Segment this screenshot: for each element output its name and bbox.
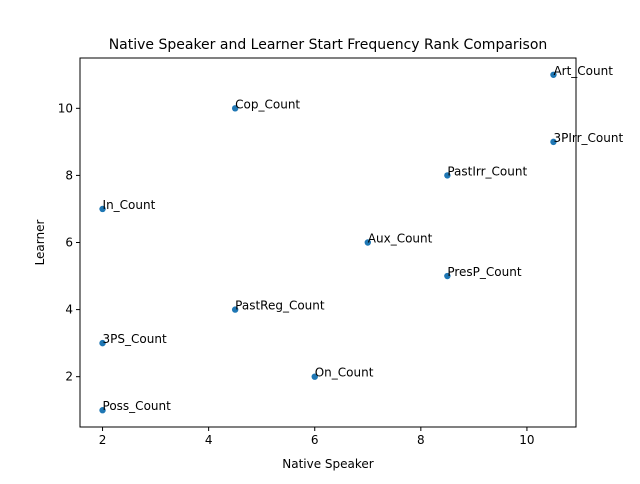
data-point-label: In_Count	[103, 198, 156, 212]
x-tick-label: 2	[99, 433, 107, 447]
data-point-label: Poss_Count	[103, 399, 172, 413]
plot-area: 2 4 6 8 10 2 4 6 8 10 Art_Count Cop_Count 3PIrr_Co…	[58, 57, 624, 447]
data-point	[231, 306, 239, 313]
x-axis-label: Native Speaker	[282, 457, 374, 471]
y-tick-label: 4	[65, 303, 73, 317]
data-point-label: Cop_Count	[235, 97, 300, 111]
data-point	[99, 339, 106, 347]
y-axis-ticks: 2 4 6 8 10	[58, 101, 80, 384]
data-point-label: 3PS_Count	[103, 332, 167, 346]
x-tick-label: 8	[417, 433, 425, 447]
data-point-labels: Art_Count Cop_Count 3PIrr_Count PastIrr_Cou…	[103, 64, 624, 413]
data-point	[99, 407, 106, 414]
y-axis-label: Learner	[33, 220, 47, 266]
y-tick-label: 10	[58, 101, 73, 115]
y-tick-label: 6	[65, 236, 73, 250]
data-point	[550, 138, 557, 146]
data-point-label: 3PIrr_Count	[553, 131, 623, 145]
data-points	[99, 71, 557, 414]
data-point-label: PresP_Count	[447, 265, 521, 279]
y-tick-label: 8	[65, 168, 73, 182]
data-point	[444, 172, 451, 179]
data-point	[550, 71, 557, 78]
data-point-label: PastReg_Count	[235, 299, 325, 313]
x-axis-ticks: 2 4 6 8 10	[99, 427, 535, 447]
data-point	[444, 272, 451, 280]
data-point-label: Art_Count	[553, 64, 613, 78]
chart-title: Native Speaker and Learner Start Frequen…	[109, 37, 548, 53]
data-point	[311, 373, 318, 380]
x-tick-label: 10	[519, 433, 534, 447]
x-tick-label: 6	[311, 433, 319, 447]
y-tick-label: 2	[65, 370, 73, 384]
data-point-label: PastIrr_Count	[447, 164, 527, 178]
data-point	[231, 105, 239, 112]
x-tick-label: 4	[205, 433, 213, 447]
data-point-label: Aux_Count	[368, 232, 433, 246]
data-point	[99, 205, 106, 213]
data-point-label: On_Count	[315, 366, 374, 380]
data-point	[364, 239, 371, 246]
